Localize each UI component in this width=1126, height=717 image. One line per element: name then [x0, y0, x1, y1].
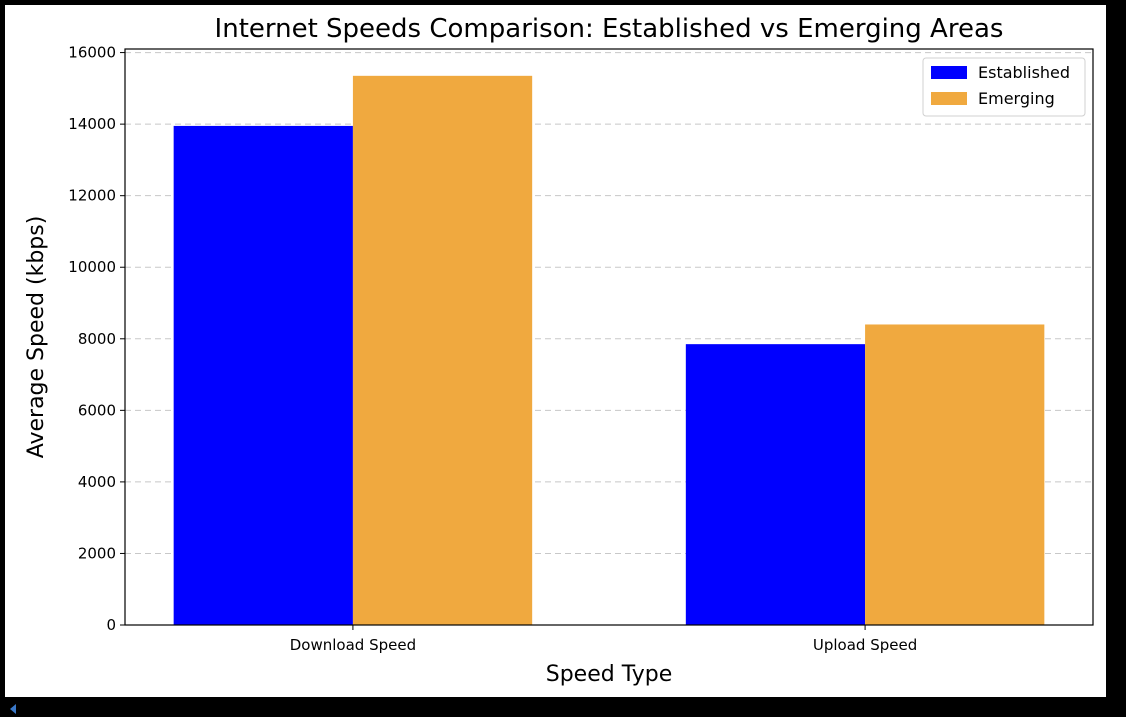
legend-label: Established: [978, 63, 1070, 82]
legend-swatch: [931, 66, 967, 79]
bar: [173, 125, 353, 626]
chart-title: Internet Speeds Comparison: Established …: [215, 14, 1004, 44]
y-tick-label: 12000: [68, 187, 116, 205]
legend-swatch: [931, 92, 967, 105]
y-axis-ticks: 0 2000 4000 6000 8000 10000 12000 14000 16000: [68, 44, 125, 634]
y-axis-title: Average Speed (kbps): [24, 216, 49, 459]
plot-frame: [124, 48, 1094, 626]
bar: [685, 344, 866, 625]
y-tick-label: 10000: [68, 258, 116, 276]
x-axis-ticks: Download Speed Upload Speed: [290, 625, 917, 654]
bar-chart: Internet Speeds Comparison: Established …: [24, 14, 1094, 687]
legend: Established Emerging: [922, 57, 1086, 117]
x-axis-title: Speed Type: [546, 662, 673, 687]
scroll-left-arrow-icon[interactable]: [10, 704, 16, 714]
bars: [173, 75, 1045, 626]
x-tick-label: Upload Speed: [813, 636, 917, 654]
y-tick-label: 6000: [78, 401, 116, 419]
y-tick-label: 14000: [68, 115, 116, 133]
chart-figure: Internet Speeds Comparison: Established …: [5, 5, 1106, 697]
y-tick-label: 16000: [68, 44, 116, 62]
axes: [124, 48, 1094, 626]
bar: [865, 324, 1045, 625]
y-tick-label: 4000: [78, 473, 116, 491]
y-tick-label: 8000: [78, 330, 116, 348]
bar: [352, 75, 533, 626]
x-tick-label: Download Speed: [290, 636, 416, 654]
legend-label: Emerging: [978, 89, 1055, 108]
y-tick-label: 2000: [78, 544, 116, 562]
y-tick-label: 0: [106, 616, 116, 634]
